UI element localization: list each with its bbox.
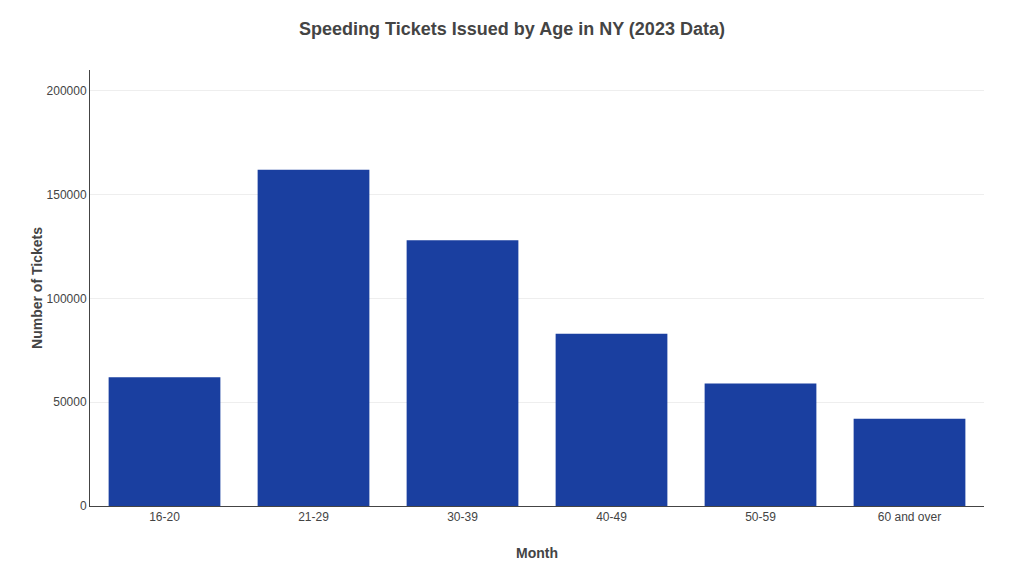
svg-text:40-49: 40-49 xyxy=(596,510,627,524)
svg-text:200000: 200000 xyxy=(47,84,87,98)
svg-text:21-29: 21-29 xyxy=(298,510,329,524)
svg-text:50000: 50000 xyxy=(53,395,87,409)
svg-text:16-20: 16-20 xyxy=(149,510,180,524)
svg-text:100000: 100000 xyxy=(47,292,87,306)
svg-text:Number of Tickets: Number of Tickets xyxy=(29,227,45,349)
svg-text:50-59: 50-59 xyxy=(745,510,776,524)
svg-text:0: 0 xyxy=(80,499,87,513)
svg-text:30-39: 30-39 xyxy=(447,510,478,524)
svg-text:60 and over: 60 and over xyxy=(878,510,941,524)
svg-text:Speeding Tickets Issued by Age: Speeding Tickets Issued by Age in NY (20… xyxy=(299,19,725,39)
svg-text:Month: Month xyxy=(516,545,558,561)
svg-text:150000: 150000 xyxy=(47,188,87,202)
